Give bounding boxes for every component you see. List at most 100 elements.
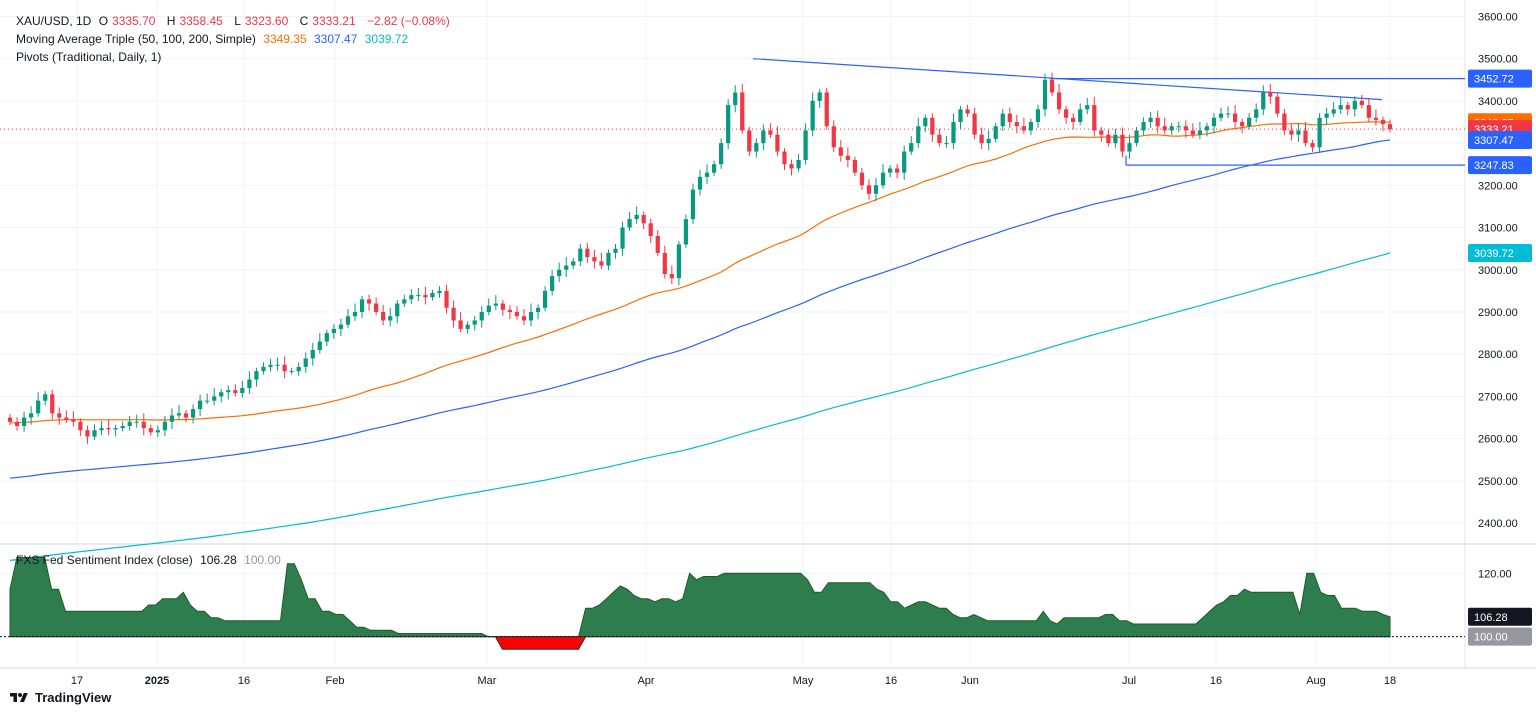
candle-body [1078, 109, 1083, 122]
candle-body [1296, 130, 1301, 135]
candle-body [965, 109, 970, 114]
change-label: −2.82 (−0.08%) [367, 14, 450, 28]
candle-body [1282, 113, 1287, 131]
candle-body [465, 324, 470, 329]
candle-body [338, 324, 344, 329]
candle-body [895, 168, 900, 173]
ma50-value: 3349.35 [263, 32, 307, 46]
candle-body [92, 430, 97, 437]
candle-body [726, 105, 731, 144]
candle-body [873, 185, 879, 194]
tradingview-brand[interactable]: TradingView [9, 690, 111, 705]
candle-body [1035, 109, 1041, 122]
price-label-bg [1468, 130, 1532, 149]
candle-body [1092, 105, 1097, 131]
candle-body [127, 421, 132, 426]
candle-body [1014, 122, 1019, 127]
candle-body [683, 219, 689, 245]
candle-body [599, 261, 604, 266]
candle-body [528, 312, 534, 321]
candle-body [1042, 79, 1048, 110]
candle-body [782, 151, 787, 165]
candle-body [1099, 130, 1104, 135]
pivots-label: Pivots (Traditional, Daily, 1) [16, 50, 162, 64]
candle-body [226, 390, 231, 393]
x-tick-label: Mar [478, 675, 497, 687]
y-tick-label: 2800.00 [1478, 349, 1518, 361]
candle-body [50, 394, 55, 414]
candle-body [859, 172, 865, 186]
candle-body [148, 428, 153, 433]
candle-body [310, 350, 315, 359]
candle-body [345, 316, 351, 325]
x-tick-label: Apr [637, 675, 654, 687]
candle-body [838, 147, 843, 156]
candle-body [1366, 105, 1371, 118]
candle-body [430, 293, 435, 298]
candle-body [1268, 92, 1273, 97]
close-label: C 3333.21 [299, 14, 356, 28]
candle-body [1197, 130, 1203, 135]
ma-legend: Moving Average Triple (50, 100, 200, Sim… [16, 30, 412, 48]
candle-body [733, 92, 738, 106]
candle-body [296, 366, 301, 372]
x-tick-label: May [793, 675, 814, 687]
candle-body [1317, 117, 1322, 148]
candle-body [592, 257, 597, 262]
candle-body [1169, 126, 1174, 131]
candle-body [1000, 113, 1005, 127]
candle-body [444, 290, 449, 308]
candle-body [542, 290, 548, 308]
candle-body [78, 421, 83, 431]
x-tick-label: 16 [885, 675, 897, 687]
candle-body [578, 248, 583, 262]
candle-body [1387, 124, 1393, 130]
candle-body [669, 274, 674, 279]
candle-body [557, 269, 562, 277]
y-tick-label: 2900.00 [1478, 307, 1518, 319]
candle-body [754, 143, 759, 152]
candle-body [162, 421, 168, 431]
x-tick-label: Jul [1122, 675, 1136, 687]
candle-body [521, 316, 527, 321]
candle-body [205, 400, 210, 402]
candle-body [141, 421, 146, 429]
candle-body [219, 392, 224, 397]
candle-body [613, 248, 618, 253]
candle-body [930, 117, 935, 135]
x-tick-label: 16 [1210, 675, 1222, 687]
candle-body [796, 160, 801, 169]
candle-body [324, 333, 329, 342]
ma100-value: 3307.47 [314, 32, 358, 46]
candle-body [1247, 117, 1252, 127]
sentiment-legend: FXS Fed Sentiment Index (close) 106.28 1… [16, 551, 285, 569]
candle-body [254, 371, 259, 380]
candle-body [789, 164, 794, 169]
candle-body [366, 299, 372, 304]
candle-body [535, 307, 541, 312]
candle-body [183, 413, 189, 418]
sentiment-area-positive [9, 557, 1391, 638]
candle-body [852, 160, 858, 173]
price-label: 3039.72 [1474, 248, 1514, 260]
x-tick-label: 18 [1384, 675, 1396, 687]
candle-body [1345, 105, 1350, 110]
candle-body [212, 396, 217, 401]
x-tick-label: Feb [326, 675, 345, 687]
candle-body [1141, 122, 1146, 131]
symbol-label: XAU/USD, 1D [16, 14, 92, 28]
candle-body [620, 227, 625, 249]
candle-body [1352, 100, 1357, 110]
candle-body [550, 276, 555, 291]
candle-body [1007, 113, 1012, 122]
candle-body [585, 248, 590, 258]
candle-body [1183, 126, 1188, 131]
candle-body [993, 126, 998, 139]
candle-body [1056, 92, 1062, 110]
ma100-line [9, 139, 1391, 479]
price-label-bg [1468, 156, 1532, 175]
x-tick-label: 2025 [145, 675, 169, 687]
candle-body [514, 312, 520, 317]
candle-body [197, 400, 203, 410]
